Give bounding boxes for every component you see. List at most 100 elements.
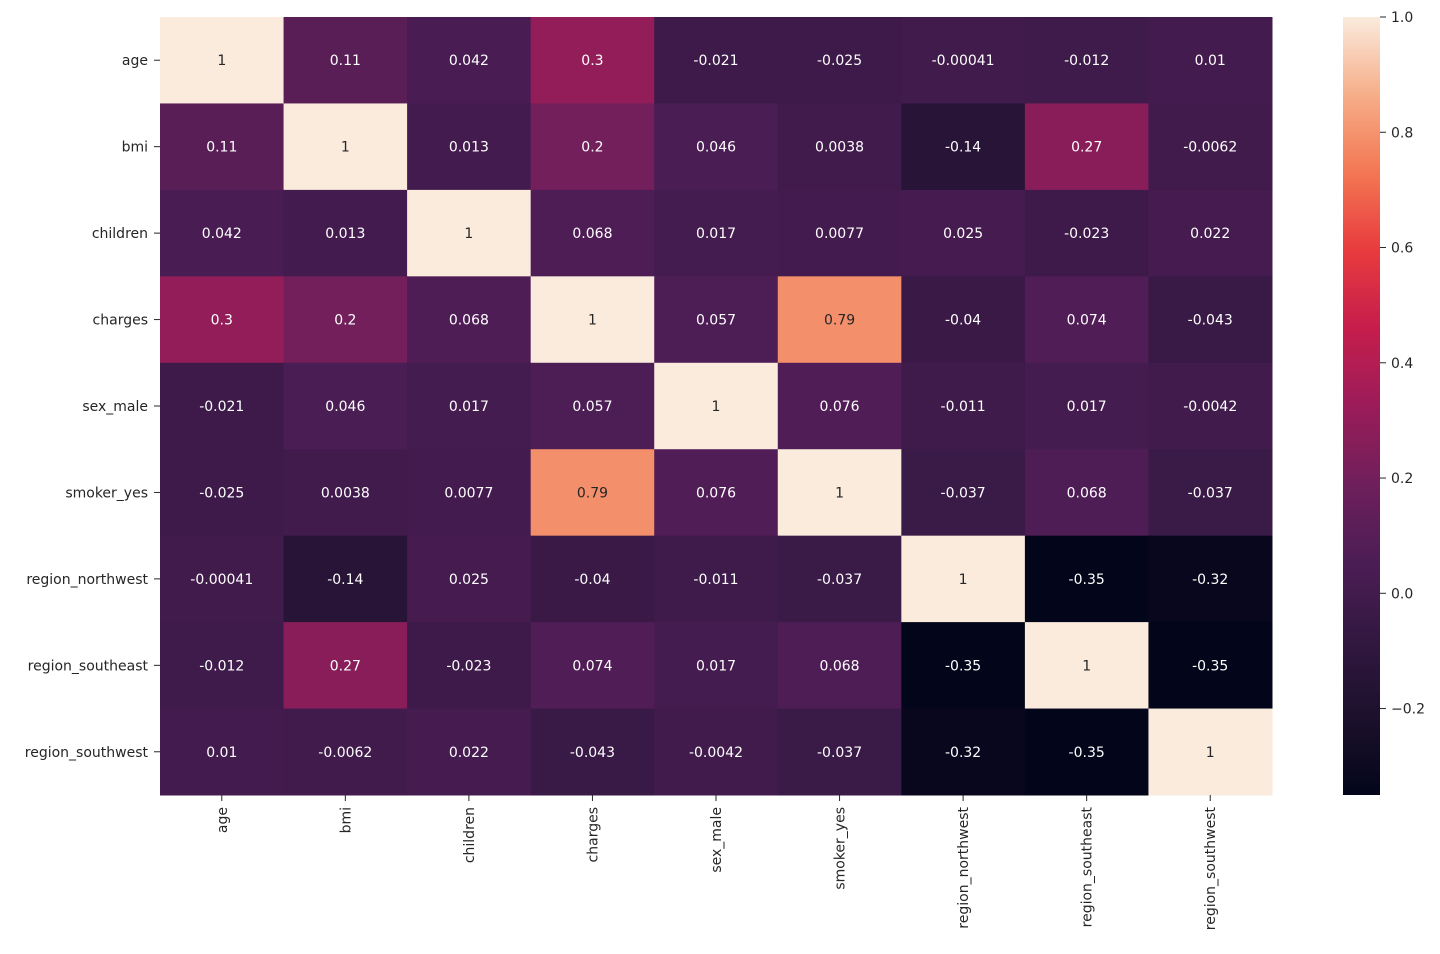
heatmap-cell [530, 449, 655, 537]
cell-value-label: -0.04 [945, 313, 981, 329]
cell-value-label: -0.0062 [1183, 140, 1237, 156]
heatmap-cell [407, 362, 532, 450]
cell-value-label: -0.025 [199, 485, 244, 501]
heatmap-cell [901, 189, 1026, 277]
heatmap-cell [283, 189, 408, 277]
cell-value-label: 0.025 [943, 226, 983, 242]
cell-value-label: -0.021 [693, 53, 738, 69]
cell-value-label: 1 [835, 485, 844, 501]
y-tick-label: age [122, 53, 148, 69]
heatmap-cell [160, 362, 285, 450]
colorbar-tick-label: 0.8 [1391, 125, 1413, 141]
heatmap-cell [777, 17, 902, 104]
cell-value-label: 0.068 [449, 313, 489, 329]
heatmap-cell [160, 449, 285, 537]
y-tick-label: charges [93, 313, 148, 329]
cell-value-label: -0.043 [570, 745, 615, 761]
cell-value-label: -0.14 [327, 572, 363, 588]
cell-value-label: 0.013 [325, 226, 365, 242]
heatmap-cell [407, 449, 532, 537]
heatmap-cell [1148, 276, 1273, 364]
cell-value-label: 0.046 [696, 140, 736, 156]
heatmap-cell [407, 17, 532, 104]
cell-value-label: -0.32 [945, 745, 981, 761]
heatmap-cell [407, 276, 532, 364]
cell-value-label: -0.0062 [318, 745, 372, 761]
heatmap-cell [1024, 362, 1149, 450]
heatmap-cell [283, 535, 408, 623]
heatmap-cell [283, 708, 408, 796]
heatmap-cell [654, 276, 779, 364]
heatmap-cell [777, 535, 902, 623]
cell-value-label: -0.025 [817, 53, 862, 69]
heatmap-cell [530, 362, 655, 450]
y-tick-label: region_southeast [28, 658, 149, 674]
colorbar: 1.0 0.8 0.6 0.4 0.2 0.0 −0.2 [1343, 10, 1425, 795]
heatmap-cell [901, 103, 1026, 191]
x-tick-label: sex_male [709, 807, 725, 873]
heatmap-cell [160, 276, 285, 364]
cell-value-label: -0.0042 [689, 745, 743, 761]
heatmap-cell [530, 622, 655, 710]
cell-value-label: 0.0077 [444, 485, 493, 501]
cell-value-label: 0.11 [330, 53, 361, 69]
x-tick-label: bmi [338, 807, 354, 833]
y-axis: age bmi children charges sex_male smoker_yesr… [25, 53, 160, 761]
cell-value-label: 0.3 [211, 313, 233, 329]
colorbar-tick-label: 0.6 [1391, 241, 1413, 257]
heatmap-cell [1148, 622, 1273, 710]
cell-value-label: 0.076 [820, 399, 860, 415]
y-tick-label: region_northwest [26, 572, 148, 588]
heatmap-cell [1148, 535, 1273, 623]
cell-value-label: 0.025 [449, 572, 489, 588]
heatmap-cell [1148, 189, 1273, 277]
cell-value-label: -0.32 [1192, 572, 1228, 588]
heatmap-cell [1024, 103, 1149, 191]
cell-value-label: -0.00041 [190, 572, 253, 588]
cell-value-label: -0.012 [199, 658, 244, 674]
heatmap-cell [1148, 449, 1273, 537]
cell-value-label: 0.017 [1067, 399, 1107, 415]
heatmap-cell [530, 535, 655, 623]
heatmap-cell [530, 189, 655, 277]
cell-value-label: 1 [588, 313, 597, 329]
heatmap-cell [160, 535, 285, 623]
cell-value-label: -0.35 [1192, 658, 1228, 674]
heatmap-cell [530, 708, 655, 796]
heatmap-cell [901, 622, 1026, 710]
cell-value-label: 1 [217, 53, 226, 69]
heatmap-cell [654, 362, 779, 450]
x-tick-label: region_southeast [1080, 807, 1096, 928]
heatmap-cell [283, 276, 408, 364]
heatmap-cell [407, 103, 532, 191]
cell-value-label: 1 [1082, 658, 1091, 674]
cell-value-label: 0.27 [330, 658, 361, 674]
heatmap-cell [1024, 622, 1149, 710]
cell-value-label: -0.037 [941, 485, 986, 501]
x-tick-label: smoker_yes [833, 807, 849, 890]
cell-value-label: 1 [341, 140, 350, 156]
cell-value-label: 0.022 [449, 745, 489, 761]
heatmap-cell [777, 622, 902, 710]
heatmap-cell [160, 103, 285, 191]
cell-value-label: 0.042 [202, 226, 242, 242]
heatmap-cell [1024, 17, 1149, 104]
cell-value-label: 0.0038 [321, 485, 370, 501]
heatmap-cell [901, 449, 1026, 537]
cell-value-label: 0.79 [824, 313, 855, 329]
cell-value-label: 0.01 [206, 745, 237, 761]
heatmap-cell [283, 622, 408, 710]
heatmap-cell [1024, 535, 1149, 623]
x-tick-label: region_southwest [1203, 806, 1219, 930]
heatmap-cell [530, 276, 655, 364]
colorbar-tick-label: 0.0 [1391, 586, 1413, 602]
heatmap-cell [283, 449, 408, 537]
heatmap-annotations: 1 0.11 0.042 0.3 -0.021 -0.025 -0.00041 -0.012 0… [190, 53, 1237, 761]
heatmap-cell [1148, 103, 1273, 191]
colorbar-gradient [1343, 17, 1380, 795]
colorbar-tick-label: 0.2 [1391, 471, 1413, 487]
heatmap-cell [530, 103, 655, 191]
x-tick-label: charges [585, 807, 601, 862]
heatmap-cell [654, 449, 779, 537]
